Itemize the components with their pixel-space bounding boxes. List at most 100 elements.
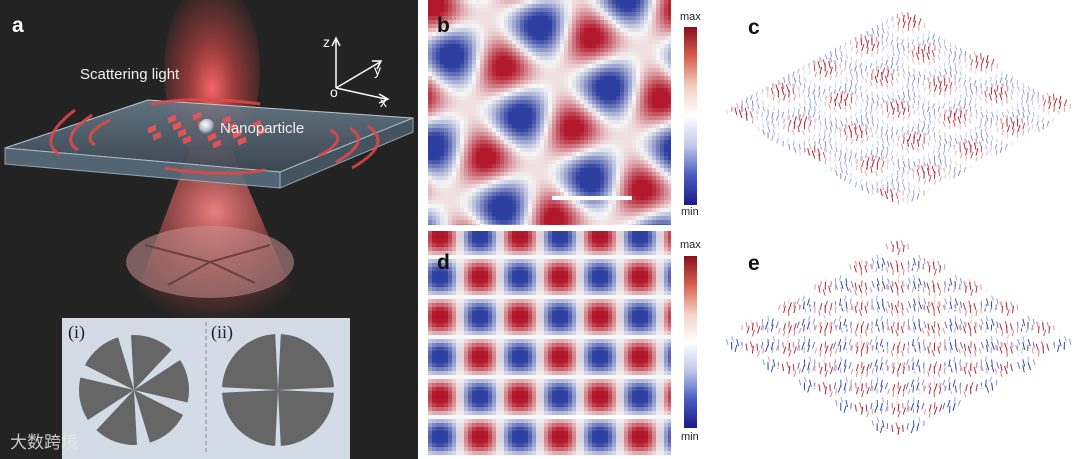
map-pixel xyxy=(632,140,637,145)
map-pixel xyxy=(584,40,589,45)
map-pixel xyxy=(492,8,497,13)
map-pixel xyxy=(464,48,469,53)
map-pixel xyxy=(500,152,505,157)
map-pixel xyxy=(556,208,561,213)
map-pixel xyxy=(608,231,613,236)
map-pixel xyxy=(628,156,633,161)
map-pixel xyxy=(608,283,613,288)
map-pixel xyxy=(508,212,513,217)
map-pixel xyxy=(668,196,671,201)
map-pixel xyxy=(464,216,469,221)
map-pixel xyxy=(484,72,489,77)
map-pixel xyxy=(460,299,465,304)
map-pixel xyxy=(536,0,541,5)
map-pixel xyxy=(576,259,581,264)
map-pixel xyxy=(500,16,505,21)
map-pixel xyxy=(548,239,553,244)
map-pixel xyxy=(624,132,629,137)
map-pixel xyxy=(652,263,657,268)
map-pixel xyxy=(668,255,671,260)
map-pixel xyxy=(508,76,513,81)
map-pixel xyxy=(596,72,601,77)
map-pixel xyxy=(500,164,505,169)
map-pixel xyxy=(664,263,669,268)
map-pixel xyxy=(536,299,541,304)
map-pixel xyxy=(660,263,665,268)
map-pixel xyxy=(500,307,505,312)
map-pixel xyxy=(480,160,485,165)
map-pixel xyxy=(532,52,537,57)
map-pixel xyxy=(504,32,509,37)
map-pixel xyxy=(428,116,433,121)
map-pixel xyxy=(572,307,577,312)
map-pixel xyxy=(608,259,613,264)
map-pixel xyxy=(612,188,617,193)
map-pixel xyxy=(488,188,493,193)
map-pixel xyxy=(544,275,549,280)
map-pixel xyxy=(616,176,621,181)
map-pixel xyxy=(476,208,481,213)
map-pixel xyxy=(488,56,493,61)
map-pixel xyxy=(552,323,557,328)
map-pixel xyxy=(644,48,649,53)
map-pixel xyxy=(532,84,537,89)
map-pixel xyxy=(560,144,565,149)
map-pixel xyxy=(592,315,597,320)
map-pixel xyxy=(568,156,573,161)
map-pixel xyxy=(508,4,513,9)
map-pixel xyxy=(484,299,489,304)
map-pixel xyxy=(428,200,433,205)
map-pixel xyxy=(556,204,561,209)
map-pixel xyxy=(588,124,593,129)
map-pixel xyxy=(604,32,609,37)
map-pixel xyxy=(624,92,629,97)
map-pixel xyxy=(588,188,593,193)
map-pixel xyxy=(608,235,613,240)
map-pixel xyxy=(556,164,561,169)
map-pixel xyxy=(520,176,525,181)
map-pixel xyxy=(536,144,541,149)
map-pixel xyxy=(528,0,533,5)
map-pixel xyxy=(588,271,593,276)
map-pixel xyxy=(484,251,489,256)
map-pixel xyxy=(636,259,641,264)
map-pixel xyxy=(516,120,521,125)
map-pixel xyxy=(612,168,617,173)
map-pixel xyxy=(512,184,517,189)
map-pixel xyxy=(484,88,489,93)
map-pixel xyxy=(660,52,665,57)
map-pixel xyxy=(456,132,461,137)
map-pixel xyxy=(616,180,621,185)
map-pixel xyxy=(488,140,493,145)
map-pixel xyxy=(644,104,649,109)
map-pixel xyxy=(584,319,589,324)
map-pixel xyxy=(496,40,501,45)
map-pixel xyxy=(536,96,541,101)
map-pixel xyxy=(464,132,469,137)
map-pixel xyxy=(516,239,521,244)
map-pixel xyxy=(488,208,493,213)
map-pixel xyxy=(484,255,489,260)
map-pixel xyxy=(548,220,553,225)
map-pixel xyxy=(596,32,601,37)
map-pixel xyxy=(572,104,577,109)
map-pixel xyxy=(660,116,665,121)
map-pixel xyxy=(600,208,605,213)
map-pixel xyxy=(428,28,433,33)
map-pixel xyxy=(488,40,493,45)
map-pixel xyxy=(616,160,621,165)
map-pixel xyxy=(432,220,437,225)
map-pixel xyxy=(480,8,485,13)
map-pixel xyxy=(508,311,513,316)
map-pixel xyxy=(520,8,525,13)
map-pixel xyxy=(448,267,453,272)
map-pixel xyxy=(624,251,629,256)
map-pixel xyxy=(552,243,557,248)
map-pixel xyxy=(604,80,609,85)
map-pixel xyxy=(460,28,465,33)
map-pixel xyxy=(508,299,513,304)
map-pixel xyxy=(592,172,597,177)
map-pixel xyxy=(584,168,589,173)
map-pixel xyxy=(628,72,633,77)
map-pixel xyxy=(472,40,477,45)
